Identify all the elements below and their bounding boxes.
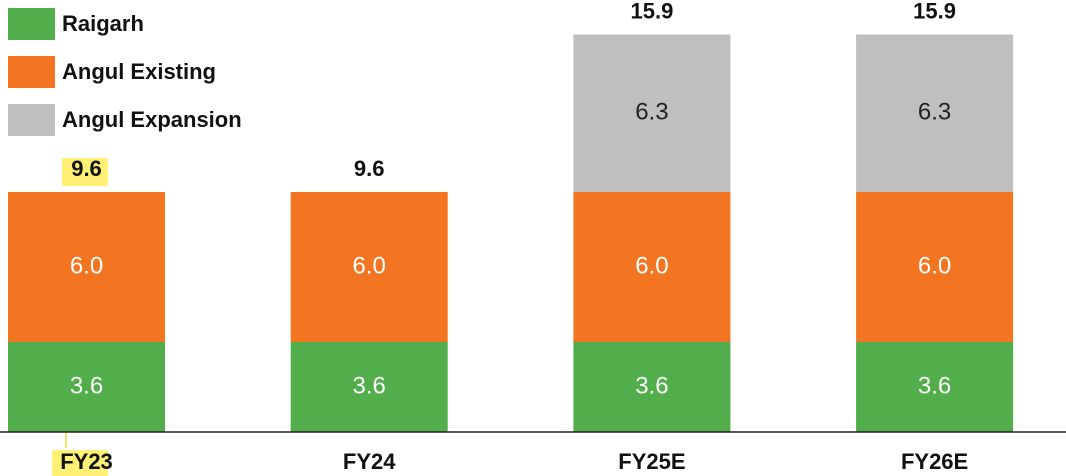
legend-swatch: [8, 8, 55, 40]
highlight: [52, 450, 108, 476]
bar-segment: [290, 342, 448, 432]
legend-label: Angul Expansion: [62, 107, 242, 132]
x-tick-label: FY23: [60, 449, 113, 474]
bar-segment: [8, 342, 165, 432]
x-tick-label: FY24: [343, 449, 396, 474]
legend-swatch: [8, 56, 55, 88]
total-label: 15.9: [913, 0, 956, 23]
legend-label: Angul Existing: [62, 59, 216, 84]
total-label: 9.6: [71, 156, 102, 181]
value-label: 3.6: [353, 372, 386, 399]
bar-segment: [573, 342, 731, 432]
x-tick-label: FY26E: [901, 449, 968, 474]
value-label: 3.6: [918, 372, 951, 399]
x-tick-label: FY25E: [618, 449, 685, 474]
highlight: [62, 158, 108, 186]
value-label: 6.3: [918, 99, 951, 126]
legend-label: Raigarh: [62, 11, 144, 36]
legend-swatch: [8, 104, 55, 136]
value-label: 6.3: [635, 99, 668, 126]
value-label: 3.6: [635, 372, 668, 399]
bar-segment: [856, 342, 1014, 432]
value-label: 6.0: [635, 252, 668, 279]
bar-segment: [856, 34, 1014, 192]
total-label: 15.9: [630, 0, 673, 23]
bar-segment: [8, 192, 165, 342]
total-label: 9.6: [354, 156, 385, 181]
value-label: 3.6: [70, 372, 103, 399]
bar-segment: [573, 192, 731, 342]
value-label: 6.0: [353, 252, 386, 279]
bar-segment: [573, 34, 731, 192]
bar-segment: [856, 192, 1014, 342]
bar-segment: [290, 192, 448, 342]
value-label: 6.0: [918, 252, 951, 279]
value-label: 6.0: [70, 252, 103, 279]
